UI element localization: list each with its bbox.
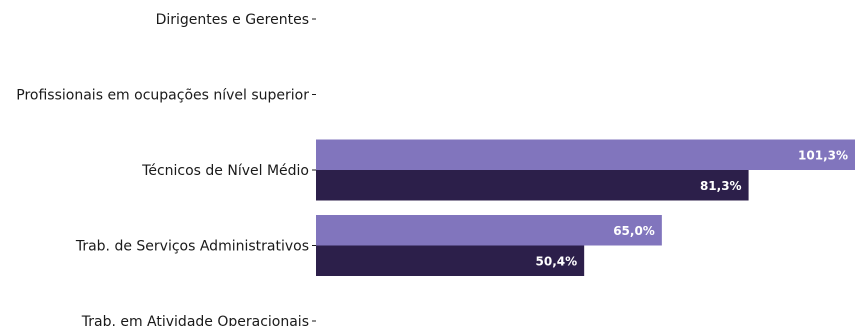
category-label-trab-em-atividade-operacionais: Trab. em Atividade Operacionais <box>81 314 309 326</box>
category-label-profissionais-em-ocupacoes-nivel-superior: Profissionais em ocupações nível superio… <box>16 88 309 104</box>
y-axis-ticks <box>312 18 316 322</box>
bar-tecnicos-de-nivel-medio-series-2 <box>316 170 749 201</box>
value-label-tecnicos-de-nivel-medio-series-2: 81,3% <box>700 179 742 193</box>
y-axis-labels: Dirigentes e Gerentes Profissionais em oc… <box>16 12 309 326</box>
value-label-tecnicos-de-nivel-medio-series-1: 101,3% <box>798 148 848 162</box>
value-labels: 101,3% 81,3% 65,0% 50,4% <box>536 148 848 268</box>
bar-trab-de-servicos-administrativos-series-1 <box>316 215 662 246</box>
category-label-tecnicos-de-nivel-medio: Técnicos de Nível Médio <box>141 163 309 179</box>
category-label-trab-de-servicos-administrativos: Trab. de Serviços Administrativos <box>75 239 309 255</box>
value-label-trab-de-servicos-administrativos-series-1: 65,0% <box>613 224 655 238</box>
bars-layer <box>316 139 855 276</box>
bar-tecnicos-de-nivel-medio-series-1 <box>316 139 855 170</box>
bar-trab-de-servicos-administrativos-series-2 <box>316 245 585 276</box>
category-label-dirigentes-e-gerentes: Dirigentes e Gerentes <box>156 12 309 28</box>
value-label-trab-de-servicos-administrativos-series-2: 50,4% <box>536 254 578 268</box>
